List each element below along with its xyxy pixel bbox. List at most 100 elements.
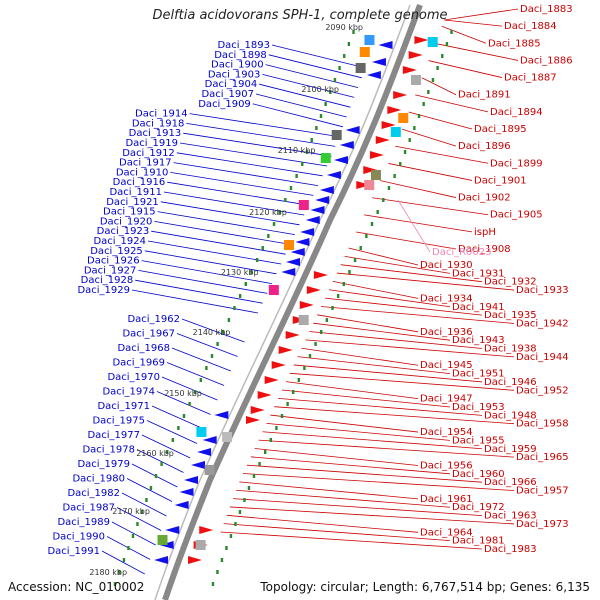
gene-label[interactable]: Daci_1959 — [484, 444, 537, 455]
gene-label[interactable]: Daci_1909 — [198, 99, 251, 110]
gene-label[interactable]: Daci_1954 — [420, 427, 473, 438]
gene-label[interactable]: Daci_1884 — [504, 21, 557, 32]
gene-label[interactable]: Daci_1894 — [490, 107, 543, 118]
gene-label[interactable]: Daci_1910 — [116, 167, 169, 178]
gene-label[interactable]: Daci_1964 — [420, 527, 473, 538]
gene-label[interactable]: Daci_1990 — [52, 532, 105, 543]
gene-label[interactable]: Daci_1965 — [516, 452, 569, 463]
gene-label[interactable]: Daci_1883 — [520, 4, 573, 15]
gene-label[interactable]: Daci_1891 — [458, 90, 511, 101]
leader-line — [176, 152, 323, 177]
gene-label[interactable]: Daci_1905 — [490, 210, 543, 221]
gene-label[interactable]: Daci_1957 — [516, 486, 569, 497]
gene-label[interactable]: Daci_1934 — [420, 293, 473, 304]
gene-label[interactable]: Daci_1978 — [82, 445, 135, 456]
gene-label[interactable]: Daci_1924 — [93, 236, 146, 247]
gene-label[interactable]: Daci_1970 — [107, 372, 160, 383]
gene-label[interactable]: Daci_1971 — [97, 401, 150, 412]
gene-label[interactable]: Daci_1946 — [484, 377, 537, 388]
gene-label[interactable]: Daci_1918 — [132, 118, 185, 129]
gene-label[interactable]: Daci_1945 — [420, 360, 473, 371]
reverse-gene-arrow — [371, 58, 386, 66]
gene-label[interactable]: Daci_1921 — [106, 197, 159, 208]
gene-label[interactable]: Daci_1895 — [474, 124, 527, 135]
gene-label[interactable]: Daci_1923 — [97, 226, 150, 237]
gene-label[interactable]: Daci_1899 — [490, 158, 543, 169]
gene-label[interactable]: Daci_1920 — [100, 216, 153, 227]
gene-label[interactable]: Daci_1941 — [452, 302, 505, 313]
gene-label[interactable]: Daci_1898 — [214, 50, 267, 61]
gene-label[interactable]: ispH — [474, 227, 496, 238]
gene-label[interactable]: Daci_1911 — [109, 187, 162, 198]
gene-label[interactable]: Daci_1900 — [211, 60, 264, 71]
gene-label[interactable]: Daci_1952 — [516, 385, 569, 396]
gene-label[interactable]: Daci_1908 — [458, 244, 511, 255]
gene-label[interactable]: Daci_1943 — [452, 335, 505, 346]
gene-label[interactable]: Daci_1930 — [420, 260, 473, 271]
gene-label[interactable]: Daci_1912 — [122, 148, 175, 159]
gene-label[interactable]: Daci_1977 — [87, 430, 140, 441]
gene-label[interactable]: Daci_1979 — [77, 459, 130, 470]
gene-label[interactable]: Daci_1927 — [84, 265, 137, 276]
gene-label[interactable]: Daci_1887 — [504, 73, 557, 84]
gene-label[interactable]: Daci_1931 — [452, 268, 505, 279]
gene-label[interactable]: Daci_1961 — [420, 494, 473, 505]
gene-label[interactable]: Daci_1886 — [520, 55, 573, 66]
gene-label[interactable]: Daci_1951 — [452, 369, 505, 380]
gene-label[interactable]: Daci_1962 — [127, 314, 180, 325]
gene-label[interactable]: Daci_1967 — [122, 329, 175, 340]
gene-label[interactable]: Daci_1901 — [474, 175, 527, 186]
gene-label[interactable]: Daci_1973 — [516, 519, 569, 530]
gene-label[interactable]: Daci_1982 — [67, 488, 120, 499]
gene-label[interactable]: Daci_1968 — [117, 343, 170, 354]
gene-label[interactable]: Daci_1928 — [81, 275, 134, 286]
gene-label[interactable]: Daci_1963 — [484, 511, 537, 522]
gene-label[interactable]: Daci_1907 — [201, 89, 254, 100]
gene-label[interactable]: Daci_1935 — [484, 310, 537, 321]
gene-label[interactable]: Daci_1885 — [488, 38, 541, 49]
leader-line — [321, 306, 515, 324]
gene-label[interactable]: Daci_1893 — [217, 40, 270, 51]
gene-label[interactable]: Daci_1916 — [113, 177, 166, 188]
gene-label[interactable]: Daci_1960 — [452, 469, 505, 480]
gene-label[interactable]: Daci_1944 — [516, 352, 569, 363]
gene-label[interactable]: Daci_1989 — [57, 517, 110, 528]
gene-label[interactable]: Daci_1936 — [420, 327, 473, 338]
gene-label[interactable]: Daci_1966 — [484, 477, 537, 488]
gene-label[interactable]: Daci_1929 — [77, 285, 130, 296]
gene-label[interactable]: Daci_1969 — [112, 358, 165, 369]
gene-label[interactable]: Daci_1938 — [484, 344, 537, 355]
gene-label[interactable]: Daci_1904 — [205, 79, 258, 90]
gene-label[interactable]: Daci_1948 — [484, 410, 537, 421]
gene-label[interactable]: Daci_1981 — [452, 536, 505, 547]
gene-label[interactable]: Daci_1933 — [516, 285, 569, 296]
gene-label[interactable]: Daci_1925 — [90, 246, 143, 257]
gene-label[interactable]: Daci_1932 — [484, 277, 537, 288]
gene-label[interactable]: Daci_1947 — [420, 394, 473, 405]
gene-label[interactable]: Daci_1915 — [103, 207, 156, 218]
tick-mark-right — [413, 126, 416, 130]
gene-label[interactable]: Daci_1896 — [458, 141, 511, 152]
gene-label[interactable]: Daci_1926 — [87, 256, 140, 267]
gene-label[interactable]: Daci_1958 — [516, 419, 569, 430]
gene-label[interactable]: Daci_1991 — [47, 546, 100, 557]
gene-label[interactable]: Daci_1903 — [208, 69, 261, 80]
gene-label[interactable]: Daci_1902 — [458, 193, 511, 204]
gene-label[interactable]: Daci_1913 — [129, 128, 182, 139]
gene-label[interactable]: Daci_1917 — [119, 158, 172, 169]
feature-block — [320, 153, 331, 163]
gene-label[interactable]: Daci_1953 — [452, 402, 505, 413]
gene-label[interactable]: Daci_1914 — [135, 109, 188, 120]
gene-label[interactable]: Daci_1942 — [516, 318, 569, 329]
gene-label[interactable]: Daci_1987 — [62, 503, 115, 514]
gene-label[interactable]: Daci_1975 — [92, 416, 145, 427]
gene-label[interactable]: Daci_1919 — [125, 138, 178, 149]
gene-label[interactable]: Daci_1955 — [452, 435, 505, 446]
tick-mark-right — [297, 378, 300, 382]
gene-label[interactable]: Daci_1980 — [72, 474, 125, 485]
gene-label[interactable]: Daci_1972 — [452, 502, 505, 513]
gene-label[interactable]: Daci_1983 — [484, 544, 537, 555]
gene-label[interactable]: Daci_1974 — [102, 387, 155, 398]
rna-gene-label[interactable]: Daci_R0023 — [432, 247, 492, 258]
gene-label[interactable]: Daci_1956 — [420, 460, 473, 471]
